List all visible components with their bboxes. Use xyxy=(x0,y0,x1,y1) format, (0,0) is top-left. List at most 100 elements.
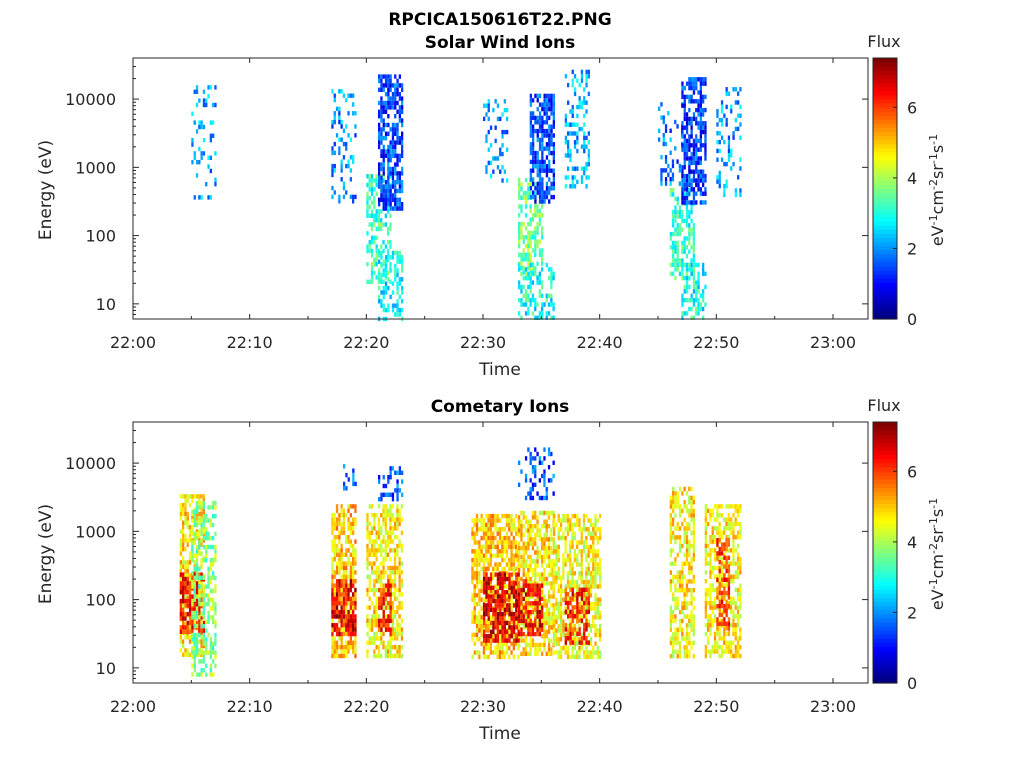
heatmap-cell xyxy=(676,267,679,272)
heatmap-cell xyxy=(333,627,336,632)
heatmap-cell xyxy=(573,641,576,646)
heatmap-cell xyxy=(510,601,513,607)
heatmap-cell xyxy=(494,603,497,608)
heatmap-cell xyxy=(681,214,684,219)
heatmap-cell xyxy=(681,90,684,95)
heatmap-cell xyxy=(487,566,490,572)
heatmap-cell xyxy=(571,654,574,660)
heatmap-cell xyxy=(340,89,343,94)
heatmap-cell xyxy=(380,587,383,593)
heatmap-cell xyxy=(366,552,369,557)
heatmap-cell xyxy=(347,163,350,169)
heatmap-cell xyxy=(582,654,586,660)
heatmap-cell xyxy=(200,593,203,598)
heatmap-cell xyxy=(683,182,686,188)
heatmap-cell xyxy=(547,546,551,551)
heatmap-cell xyxy=(182,529,185,534)
heatmap-cell xyxy=(480,553,483,558)
heatmap-cell xyxy=(512,629,516,634)
heatmap-cell xyxy=(555,597,558,602)
heatmap-cell xyxy=(349,583,352,588)
heatmap-cell xyxy=(335,552,339,557)
heatmap-cell xyxy=(529,491,532,496)
heatmap-cell xyxy=(473,535,476,541)
heatmap-cell xyxy=(391,100,395,106)
heatmap-cell xyxy=(338,587,341,593)
heatmap-cell xyxy=(664,141,668,147)
heatmap-cell xyxy=(727,153,731,158)
heatmap-cell xyxy=(552,155,555,160)
heatmap-cell xyxy=(599,531,602,536)
heatmap-cell xyxy=(198,120,201,125)
heatmap-cell xyxy=(333,601,336,606)
heatmap-cell xyxy=(487,129,490,135)
heatmap-cell xyxy=(186,498,189,503)
heatmap-cell xyxy=(182,652,185,657)
heatmap-cell xyxy=(695,178,698,183)
heatmap-cell xyxy=(391,180,395,185)
heatmap-cell xyxy=(569,562,572,567)
heatmap-cell xyxy=(391,281,395,286)
heatmap-cell xyxy=(368,587,371,593)
heatmap-cell xyxy=(384,543,387,549)
heatmap-cell xyxy=(739,104,742,110)
heatmap-cell xyxy=(508,612,511,617)
heatmap-cell xyxy=(195,553,199,558)
heatmap-cell xyxy=(550,581,553,586)
colorbar-segment xyxy=(873,66,897,71)
heatmap-cell xyxy=(396,259,399,264)
heatmap-cell xyxy=(207,580,210,585)
heatmap-cell xyxy=(394,188,397,194)
heatmap-cell xyxy=(179,590,182,595)
heatmap-cell xyxy=(375,253,378,258)
heatmap-cell xyxy=(512,641,515,646)
heatmap-cell xyxy=(380,209,383,214)
heatmap-cell xyxy=(331,168,334,173)
heatmap-cell xyxy=(569,640,572,645)
heatmap-cell xyxy=(545,194,549,200)
heatmap-cell xyxy=(331,574,334,579)
heatmap-cell xyxy=(536,651,539,656)
heatmap-cell xyxy=(482,654,486,660)
colorbar-segment xyxy=(873,115,897,120)
heatmap-cell xyxy=(564,549,567,554)
heatmap-cell xyxy=(387,579,390,584)
heatmap-cell xyxy=(489,562,492,567)
heatmap-cell xyxy=(506,576,509,582)
colorbar-label-text: eV xyxy=(928,225,947,246)
heatmap-cell xyxy=(704,134,707,139)
heatmap-cell xyxy=(589,579,593,585)
heatmap-cell xyxy=(522,221,525,227)
heatmap-cell xyxy=(195,129,199,134)
heatmap-cell xyxy=(398,184,401,189)
x-tick-label: 22:40 xyxy=(577,333,623,352)
heatmap-cell xyxy=(501,566,504,572)
heatmap-cell xyxy=(520,596,523,602)
heatmap-cell xyxy=(553,650,556,655)
heatmap-cell xyxy=(478,579,481,585)
heatmap-cell xyxy=(702,267,705,272)
heatmap-cell xyxy=(547,647,551,652)
heatmap-cell xyxy=(200,120,203,125)
heatmap-cell xyxy=(489,585,493,590)
heatmap-cell xyxy=(389,153,392,158)
heatmap-cell xyxy=(510,566,513,572)
heatmap-cell xyxy=(354,517,357,522)
heatmap-cell xyxy=(531,248,535,253)
heatmap-cell xyxy=(716,122,719,127)
heatmap-cell xyxy=(660,155,663,160)
heatmap-cell xyxy=(340,548,343,553)
heatmap-cell xyxy=(193,155,196,160)
heatmap-cell xyxy=(209,641,212,646)
heatmap-cell xyxy=(475,623,479,629)
heatmap-cell xyxy=(524,583,528,588)
heatmap-cell xyxy=(340,645,343,650)
heatmap-cell xyxy=(394,127,397,132)
heatmap-cell xyxy=(366,535,369,540)
heatmap-cell xyxy=(377,645,381,650)
heatmap-cell xyxy=(492,156,495,161)
heatmap-cell xyxy=(485,540,488,545)
heatmap-cell xyxy=(487,628,490,633)
heatmap-cell xyxy=(380,114,383,119)
heatmap-cell xyxy=(678,181,681,186)
